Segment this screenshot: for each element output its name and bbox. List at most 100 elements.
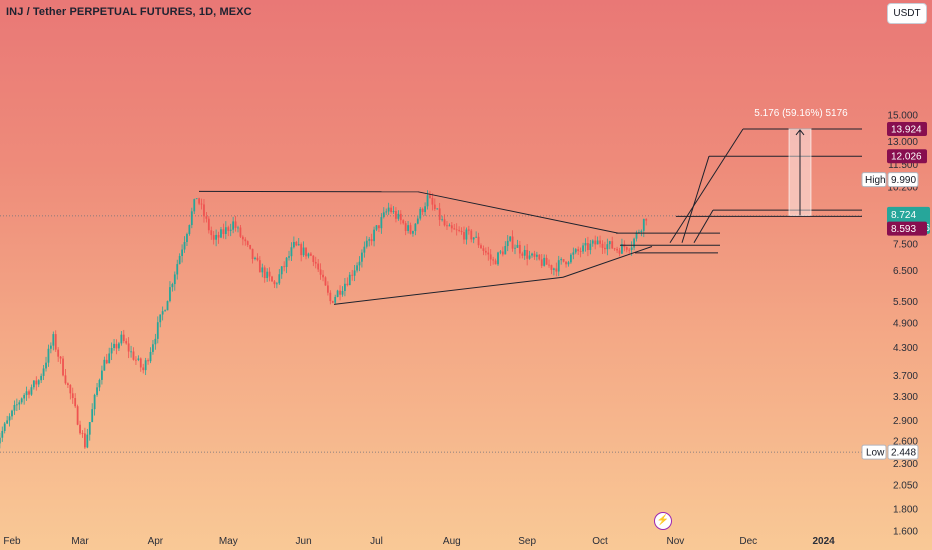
candle-body	[399, 213, 402, 221]
candle-body	[548, 264, 550, 266]
candle-body	[378, 225, 380, 229]
candle-body	[499, 251, 502, 253]
candle-body	[429, 195, 431, 198]
candle-body	[472, 237, 475, 240]
candle-body	[382, 212, 385, 218]
candle-body	[64, 375, 67, 384]
candle-body	[356, 265, 358, 271]
candle-body	[327, 285, 329, 293]
last-price-text: 8.724	[891, 210, 916, 221]
candle-body	[91, 409, 94, 423]
candle-body	[159, 314, 162, 323]
candle-body	[358, 261, 361, 266]
candle-body	[130, 351, 132, 353]
price-tick-label: 2.300	[893, 459, 918, 470]
candle-body	[115, 343, 118, 349]
candle-body	[49, 345, 52, 349]
candle-body	[152, 344, 154, 352]
candle-body	[258, 260, 261, 273]
candle-body	[582, 245, 584, 252]
candle-body	[594, 240, 597, 245]
candle-body	[290, 247, 293, 257]
candle-body	[587, 243, 589, 251]
candle-body	[402, 220, 405, 224]
candle-body	[88, 422, 91, 435]
triangle-upper-trend-line	[417, 191, 619, 234]
candle-body	[570, 254, 572, 263]
candle-body	[341, 290, 344, 295]
candle-body	[421, 208, 424, 213]
candle-body	[198, 198, 201, 204]
candle-body	[339, 290, 341, 295]
candle-body	[577, 249, 580, 252]
high-tag	[861, 172, 887, 188]
candle-body	[463, 232, 465, 240]
price-tick-label: 6.500	[893, 266, 918, 277]
candle-body	[186, 233, 188, 243]
candle-body	[565, 261, 567, 265]
price-tick-label: 11.500	[888, 160, 918, 171]
candle-body	[533, 253, 536, 257]
time-tick-label: Dec	[739, 536, 757, 547]
candle-body	[319, 269, 322, 275]
candle-body	[103, 359, 106, 371]
candle-body	[307, 253, 310, 257]
candle-body	[443, 219, 446, 226]
candle-body	[540, 259, 543, 266]
candle-body	[229, 229, 232, 231]
candle-body	[545, 257, 548, 265]
candle-body	[93, 394, 96, 410]
currency-button[interactable]: USDT	[887, 3, 927, 24]
time-tick-label: Oct	[592, 536, 608, 547]
candle-body	[599, 240, 601, 244]
candle-body	[409, 225, 412, 234]
candle-body	[105, 359, 108, 364]
candle-body	[431, 197, 434, 205]
candle-body	[375, 225, 378, 230]
candle-body	[193, 199, 196, 212]
candle-body	[346, 283, 349, 286]
prev-price-text: 8.593	[891, 224, 916, 235]
high-badge-text: 9.990	[891, 175, 916, 186]
candle-body	[314, 261, 317, 264]
candle-body	[494, 260, 497, 265]
candle-body	[292, 241, 295, 248]
lightning-icon[interactable]: ⚡	[654, 512, 672, 530]
time-tick-label: Nov	[666, 536, 684, 547]
candle-body	[509, 236, 512, 241]
candle-body	[23, 395, 26, 399]
candle-body	[20, 398, 23, 403]
projection-leg-3	[693, 209, 714, 243]
candle-body	[385, 211, 388, 213]
candle-body	[188, 225, 191, 234]
candle-body	[11, 410, 13, 417]
candle-body	[608, 241, 611, 245]
triangle-lower-trend-line	[333, 276, 564, 305]
candle-body	[531, 253, 533, 256]
candle-body	[484, 250, 487, 253]
candle-body	[113, 343, 115, 349]
candle-body	[0, 437, 1, 444]
candle-body	[239, 227, 242, 237]
candle-body	[438, 208, 441, 220]
candle-body	[638, 232, 640, 233]
candle-body	[181, 249, 183, 256]
candle-body	[144, 360, 147, 371]
candle-body	[135, 359, 137, 361]
candle-body	[584, 243, 587, 246]
candle-body	[460, 230, 463, 233]
candle-body	[32, 380, 35, 388]
candle-body	[256, 257, 259, 261]
candle-body	[448, 225, 451, 227]
candle-body	[215, 234, 218, 240]
candle-body	[492, 259, 495, 261]
candle-body	[453, 228, 456, 230]
candle-body	[579, 251, 582, 252]
candle-body	[523, 249, 526, 256]
candle-body	[74, 398, 77, 407]
candle-body	[249, 244, 252, 249]
candle-body	[137, 358, 140, 360]
candle-body	[365, 240, 368, 247]
